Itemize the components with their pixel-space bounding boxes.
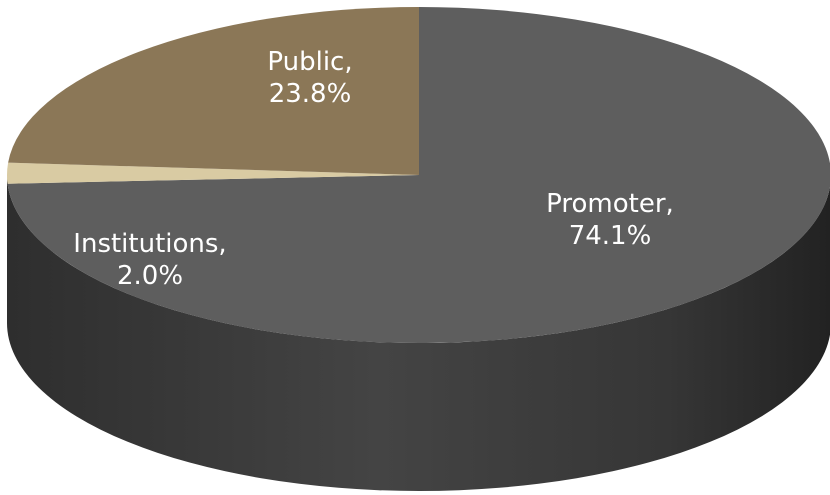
pie-label-name: Institutions, <box>73 229 226 259</box>
pie-label-promoter: Promoter, 74.1% <box>546 189 674 251</box>
pie-label-name: Promoter, <box>546 189 674 219</box>
pie-label-institutions: Institutions, 2.0% <box>73 229 226 291</box>
pie-label-value: 74.1% <box>569 221 652 251</box>
pie-slices <box>7 7 830 343</box>
pie-label-name: Public, <box>267 47 352 77</box>
pie-label-value: 23.8% <box>269 79 352 109</box>
pie-3d-side <box>7 175 830 491</box>
pie-label-value: 2.0% <box>117 261 183 291</box>
pie-slice-public <box>8 7 419 175</box>
pie-labels: Promoter, 74.1% Institutions, 2.0% Public, 23… <box>73 47 674 291</box>
pie-side-wall <box>7 175 830 491</box>
pie-slice-promoter <box>7 7 830 343</box>
pie-slice-institutions <box>7 162 420 184</box>
pie-label-public: Public, 23.8% <box>267 47 352 109</box>
